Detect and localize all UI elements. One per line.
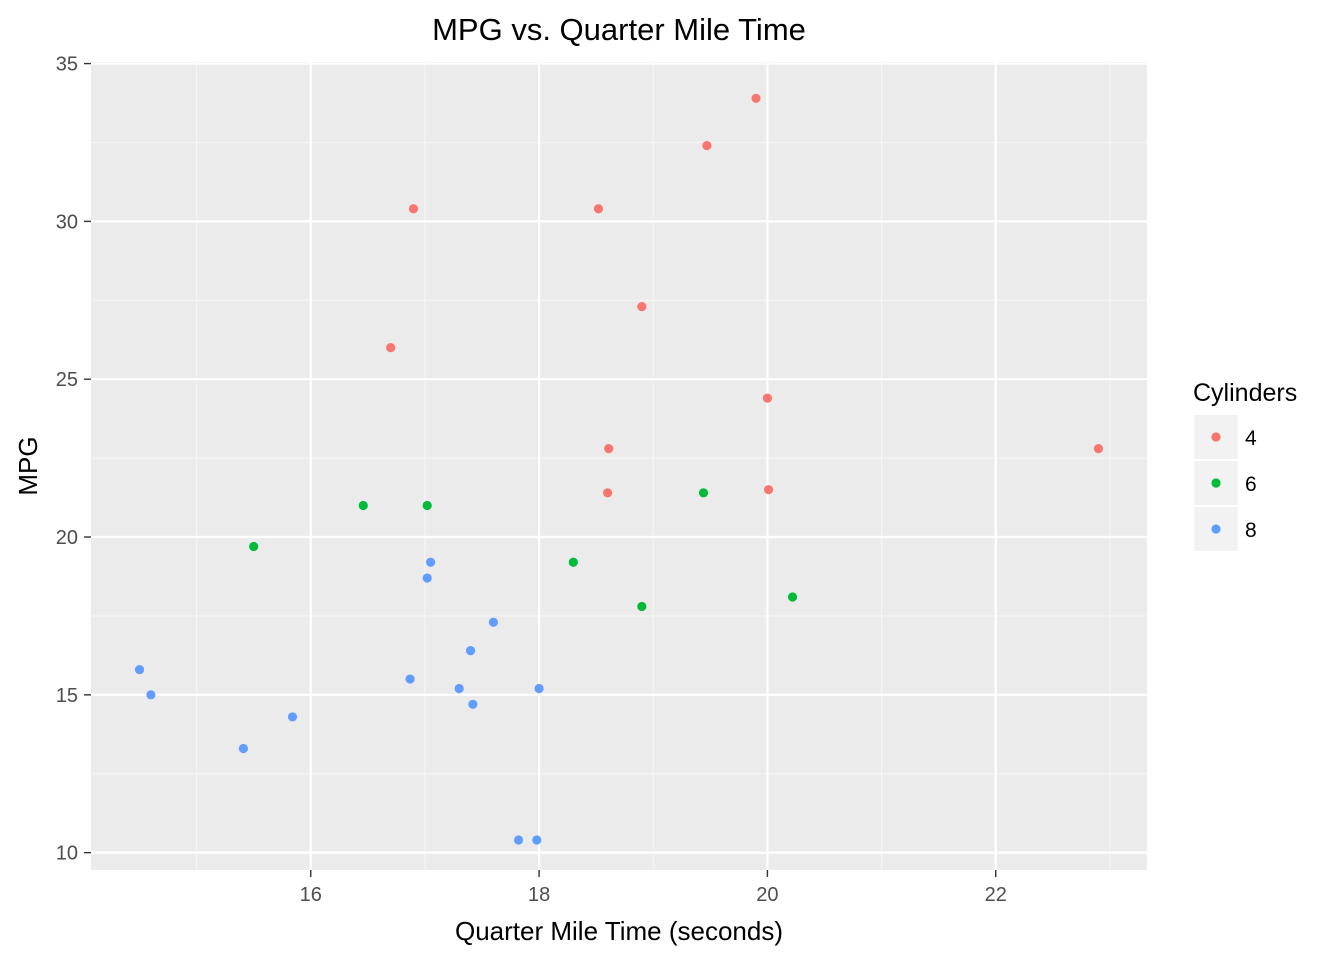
data-point-cyl-8 [465, 646, 476, 656]
legend-label-8: 8 [1245, 519, 1257, 542]
data-point-cyl-4 [637, 302, 647, 312]
data-point-cyl-8 [287, 712, 298, 722]
x-tick-label: 20 [756, 884, 778, 906]
data-point-cyl-6 [637, 601, 647, 612]
legend-swatch-8 [1211, 524, 1221, 534]
data-point-cyl-8 [405, 674, 415, 684]
data-point-cyl-8 [468, 699, 478, 709]
y-tick-label: 30 [56, 211, 78, 233]
y-tick-label: 15 [56, 685, 78, 707]
data-point-cyl-4 [702, 141, 712, 151]
data-point-cyl-4 [386, 343, 396, 353]
data-point-cyl-8 [422, 573, 432, 583]
minor-gridlines [91, 62, 1147, 870]
plot-panel [91, 62, 1147, 870]
y-tick-label: 10 [56, 843, 78, 865]
data-point-cyl-4 [602, 488, 613, 498]
data-point-cyl-6 [568, 557, 578, 567]
y-tick-label: 35 [56, 54, 78, 76]
data-point-cyl-6 [422, 500, 432, 511]
legend: Cylinders 4 6 8 [1193, 379, 1297, 551]
legend-swatch-4 [1211, 432, 1221, 442]
legend-title: Cylinders [1193, 379, 1297, 407]
x-axis: 16 18 20 22 [300, 870, 1007, 906]
data-point-cyl-8 [513, 835, 524, 845]
x-tick-label: 22 [985, 884, 1007, 906]
data-point-cyl-8 [426, 557, 436, 567]
y-axis-title: MPG [13, 436, 43, 495]
y-tick-label: 25 [56, 369, 78, 391]
data-point-cyl-8 [532, 835, 542, 845]
data-point-cyl-4 [593, 204, 604, 214]
x-tick-label: 16 [300, 884, 322, 906]
data-point-cyl-4 [762, 393, 773, 403]
data-point-cyl-8 [146, 690, 156, 700]
y-axis: 10 15 20 25 30 35 [56, 54, 91, 865]
data-point-cyl-6 [358, 500, 368, 511]
x-tick-label: 18 [528, 884, 550, 906]
chart-title: MPG vs. Quarter Mile Time [432, 12, 806, 47]
data-point-cyl-4 [751, 93, 761, 103]
data-points [134, 93, 1104, 845]
data-point-cyl-6 [787, 592, 798, 602]
data-point-cyl-8 [488, 617, 499, 627]
legend-swatch-6 [1211, 478, 1221, 488]
data-point-cyl-4 [408, 204, 419, 214]
data-point-cyl-4 [604, 444, 614, 454]
legend-label-6: 6 [1245, 473, 1257, 496]
y-tick-label: 20 [56, 527, 78, 549]
data-point-cyl-8 [238, 743, 249, 754]
legend-label-4: 4 [1245, 427, 1257, 450]
data-point-cyl-8 [454, 683, 464, 694]
x-axis-title: Quarter Mile Time (seconds) [455, 916, 783, 946]
major-gridlines [91, 62, 1147, 870]
data-point-cyl-4 [763, 485, 774, 495]
data-point-cyl-6 [698, 488, 709, 498]
data-point-cyl-8 [134, 664, 145, 675]
data-point-cyl-4 [1093, 444, 1104, 454]
data-point-cyl-8 [534, 683, 544, 694]
data-point-cyl-6 [249, 541, 259, 552]
